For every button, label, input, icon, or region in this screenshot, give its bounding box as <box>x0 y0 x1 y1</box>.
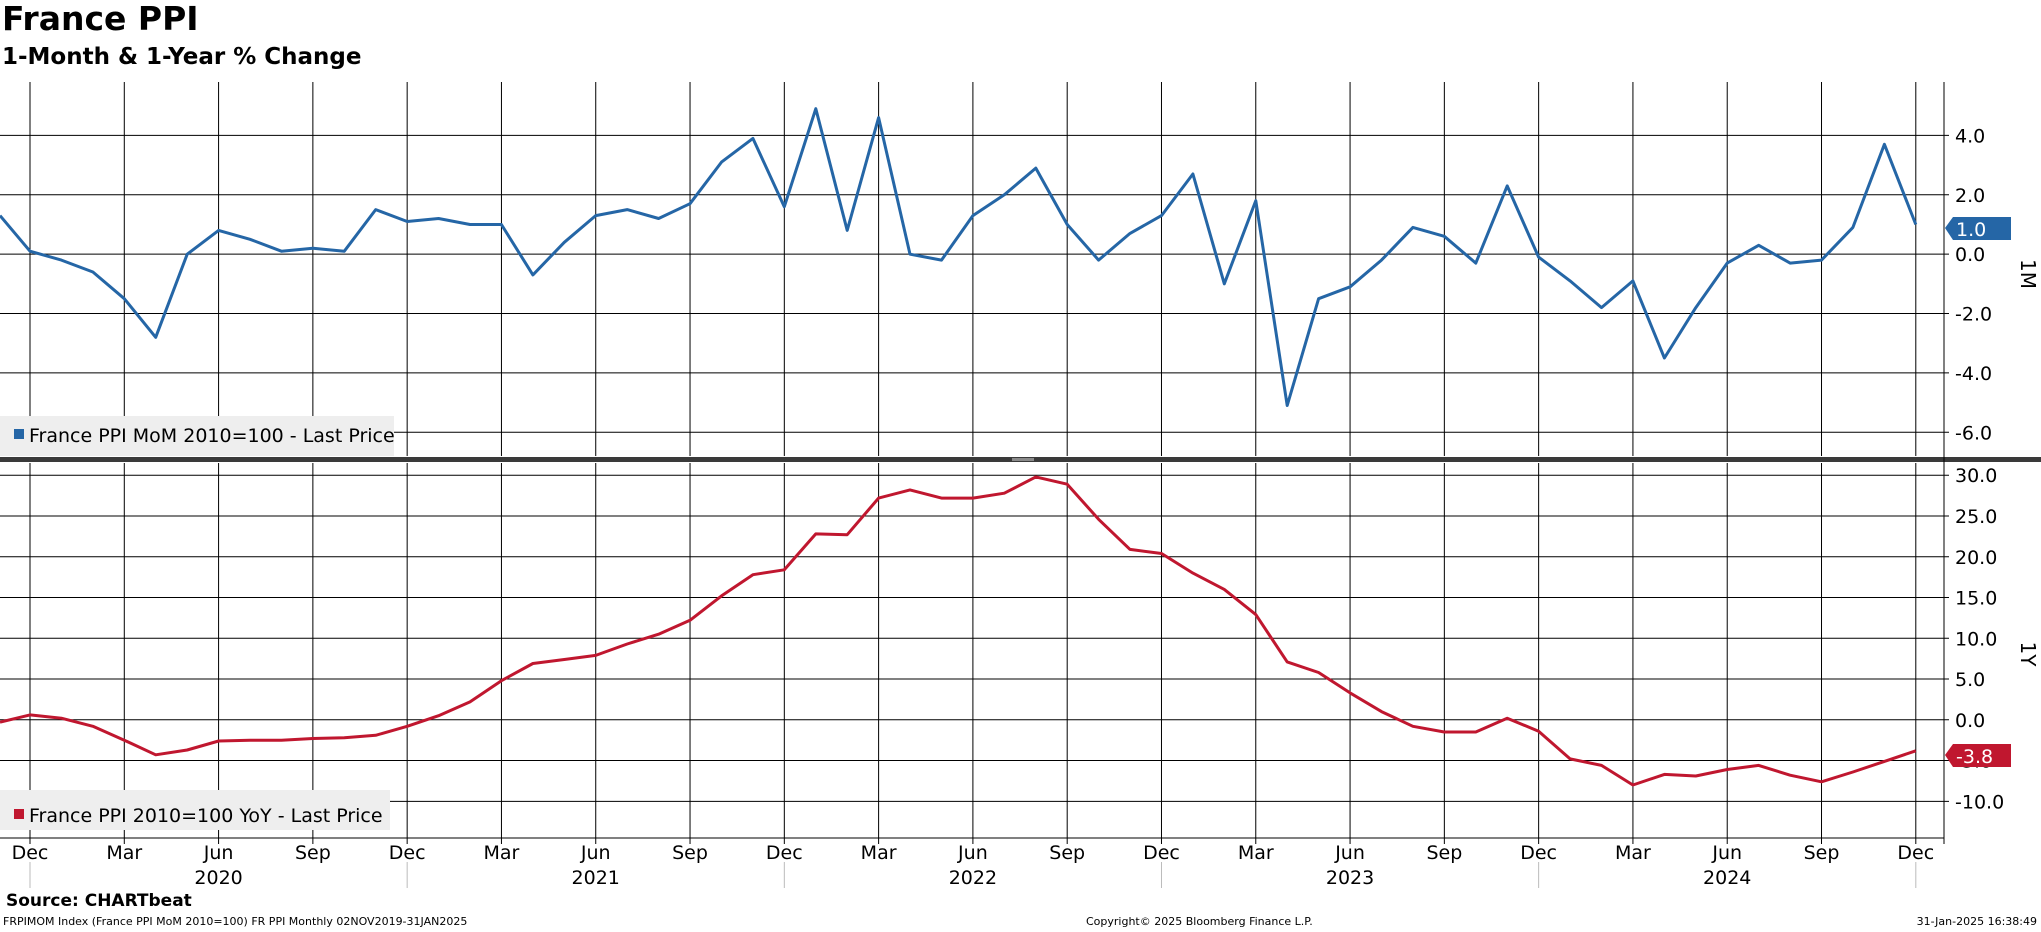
divider-handle[interactable] <box>1012 458 1034 461</box>
x-tick-label: Dec <box>766 842 803 864</box>
legend-yoy-swatch <box>14 809 24 819</box>
y-tick-label: 20.0 <box>1955 547 1997 569</box>
copyright: Copyright© 2025 Bloomberg Finance L.P. <box>1086 915 1313 928</box>
yoy-badge-shape <box>1945 744 2011 767</box>
x-tick-label: Mar <box>1615 842 1651 864</box>
x-year-label: 2022 <box>949 867 997 889</box>
y-tick-label: -10.0 <box>1955 791 2004 813</box>
mom-series-line <box>0 107 1918 407</box>
x-tick-label: Mar <box>484 842 520 864</box>
y-tick-label: -2.0 <box>1955 304 1992 326</box>
y-tick-label: 0.0 <box>1955 710 1985 732</box>
y-tick-label: 0.0 <box>1955 244 1985 266</box>
x-tick-label: Sep <box>672 842 708 864</box>
y-tick-label: 10.0 <box>1955 628 1997 650</box>
x-tick-label: Dec <box>1897 842 1934 864</box>
chart-series <box>0 107 1918 787</box>
x-tick-label: Mar <box>1238 842 1274 864</box>
x-tick-label: Mar <box>861 842 897 864</box>
x-tick-label: Sep <box>295 842 331 864</box>
page-title: France PPI <box>2 0 199 38</box>
legend-yoy-background <box>0 790 390 830</box>
x-tick-label: Dec <box>12 842 49 864</box>
timestamp: 31-Jan-2025 16:38:49 <box>1916 915 2037 928</box>
legend-mom-swatch <box>14 429 24 439</box>
legend-yoy-label: France PPI 2010=100 YoY - Last Price <box>29 805 383 827</box>
bottom-axis-label: 1Y <box>2016 642 2040 668</box>
legend-mom: France PPI MoM 2010=100 - Last Price <box>0 416 395 456</box>
x-tick-label: Jun <box>957 842 988 864</box>
legend-mom-label: France PPI MoM 2010=100 - Last Price <box>29 425 395 447</box>
yoy-series-line <box>0 475 1917 787</box>
y-tick-label: 25.0 <box>1955 506 1997 528</box>
x-year-label: 2024 <box>1703 867 1751 889</box>
y-tick-label: 5.0 <box>1955 669 1985 691</box>
ticker-info: FRPIMOM Index (France PPI MoM 2010=100) … <box>3 915 468 928</box>
page-subtitle: 1-Month & 1-Year % Change <box>2 44 362 70</box>
x-tick-label: Sep <box>1804 842 1840 864</box>
y-tick-label: 4.0 <box>1955 125 1985 147</box>
x-tick-label: Jun <box>580 842 611 864</box>
top-axis-label: 1M <box>2016 259 2040 289</box>
x-tick-label: Dec <box>1143 842 1180 864</box>
chart-axes: 4.0 2.0 0.0 -2.0 -4.0 -6.0 30.0 25.0 20.0 15.0 10.… <box>0 82 2004 889</box>
y-tick-label: 15.0 <box>1955 588 1997 610</box>
x-tick-label: Jun <box>1334 842 1365 864</box>
y-tick-label: -6.0 <box>1955 422 1992 444</box>
legend-mom-background <box>0 416 394 456</box>
x-tick-label: Sep <box>1426 842 1462 864</box>
x-year-label: 2020 <box>194 867 242 889</box>
source-label: Source: CHARTbeat <box>6 891 192 911</box>
x-tick-label: Dec <box>1520 842 1557 864</box>
x-tick-label: Sep <box>1049 842 1085 864</box>
chart-grid <box>0 82 1949 838</box>
yoy-last-value: -3.8 <box>1956 746 1993 768</box>
x-tick-label: Dec <box>389 842 426 864</box>
legend-yoy: France PPI 2010=100 YoY - Last Price <box>0 790 390 830</box>
x-year-label: 2023 <box>1326 867 1374 889</box>
yoy-last-value-badge: -3.8 <box>1945 744 2011 768</box>
y-tick-label: 30.0 <box>1955 465 1997 487</box>
x-tick-label: Mar <box>106 842 142 864</box>
x-tick-label: Jun <box>203 842 234 864</box>
x-tick-label: Jun <box>1711 842 1742 864</box>
x-year-label: 2021 <box>572 867 620 889</box>
y-tick-label: 2.0 <box>1955 185 1985 207</box>
mom-last-value-badge: 1.0 <box>1945 217 2011 241</box>
y-tick-label: -4.0 <box>1955 363 1992 385</box>
mom-last-value: 1.0 <box>1956 219 1986 241</box>
mom-badge-shape <box>1945 217 2011 240</box>
